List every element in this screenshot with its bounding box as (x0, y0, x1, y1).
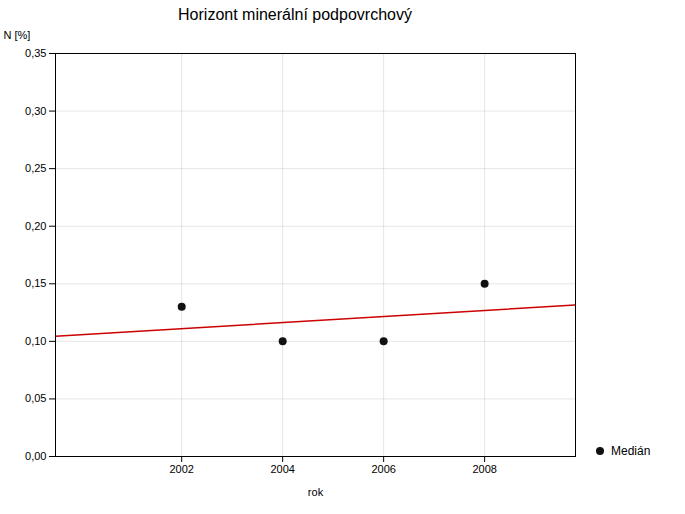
svg-text:0,35: 0,35 (25, 47, 46, 59)
svg-text:0,00: 0,00 (25, 450, 46, 462)
svg-text:2004: 2004 (270, 463, 294, 475)
svg-text:rok: rok (308, 486, 324, 498)
svg-text:0,05: 0,05 (25, 392, 46, 404)
svg-text:0,25: 0,25 (25, 162, 46, 174)
svg-text:0,30: 0,30 (25, 105, 46, 117)
svg-text:0,15: 0,15 (25, 277, 46, 289)
svg-text:2008: 2008 (472, 463, 496, 475)
html-text:Medián: Medián (611, 444, 651, 458)
html-text:Horizont minerální podpovrchov: Horizont minerální podpovrchový (178, 6, 412, 23)
svg-text:0,20: 0,20 (25, 220, 46, 232)
svg-text:0,10: 0,10 (25, 335, 46, 347)
svg-text:N [%]: N [%] (4, 29, 31, 41)
svg-text:2006: 2006 (371, 463, 395, 475)
svg-text:2002: 2002 (169, 463, 193, 475)
